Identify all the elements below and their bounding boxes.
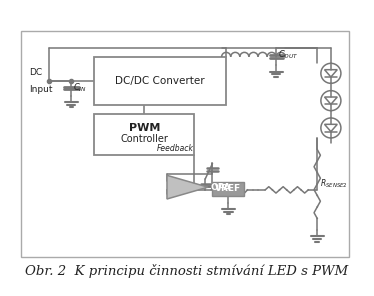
Bar xyxy=(21,31,349,257)
Text: Input: Input xyxy=(30,85,53,94)
Text: PWM: PWM xyxy=(129,123,160,133)
Text: $C_{OUT}$: $C_{OUT}$ xyxy=(278,49,299,61)
Polygon shape xyxy=(167,175,208,199)
Text: Obr. 2  K principu činnosti stmívání LED s PWM: Obr. 2 K principu činnosti stmívání LED … xyxy=(25,264,349,278)
Text: VREF: VREF xyxy=(215,184,242,194)
Bar xyxy=(94,57,226,105)
Text: DC/DC Converter: DC/DC Converter xyxy=(115,76,205,86)
Text: DC: DC xyxy=(30,68,43,78)
Text: Feedback: Feedback xyxy=(156,144,193,153)
Text: OPA: OPA xyxy=(210,183,231,192)
Text: $C_{IN}$: $C_{IN}$ xyxy=(73,81,87,94)
Bar xyxy=(94,114,194,155)
Text: $R_{SENSE2}$: $R_{SENSE2}$ xyxy=(320,178,348,190)
Text: Controller: Controller xyxy=(120,134,168,144)
Bar xyxy=(212,182,244,196)
